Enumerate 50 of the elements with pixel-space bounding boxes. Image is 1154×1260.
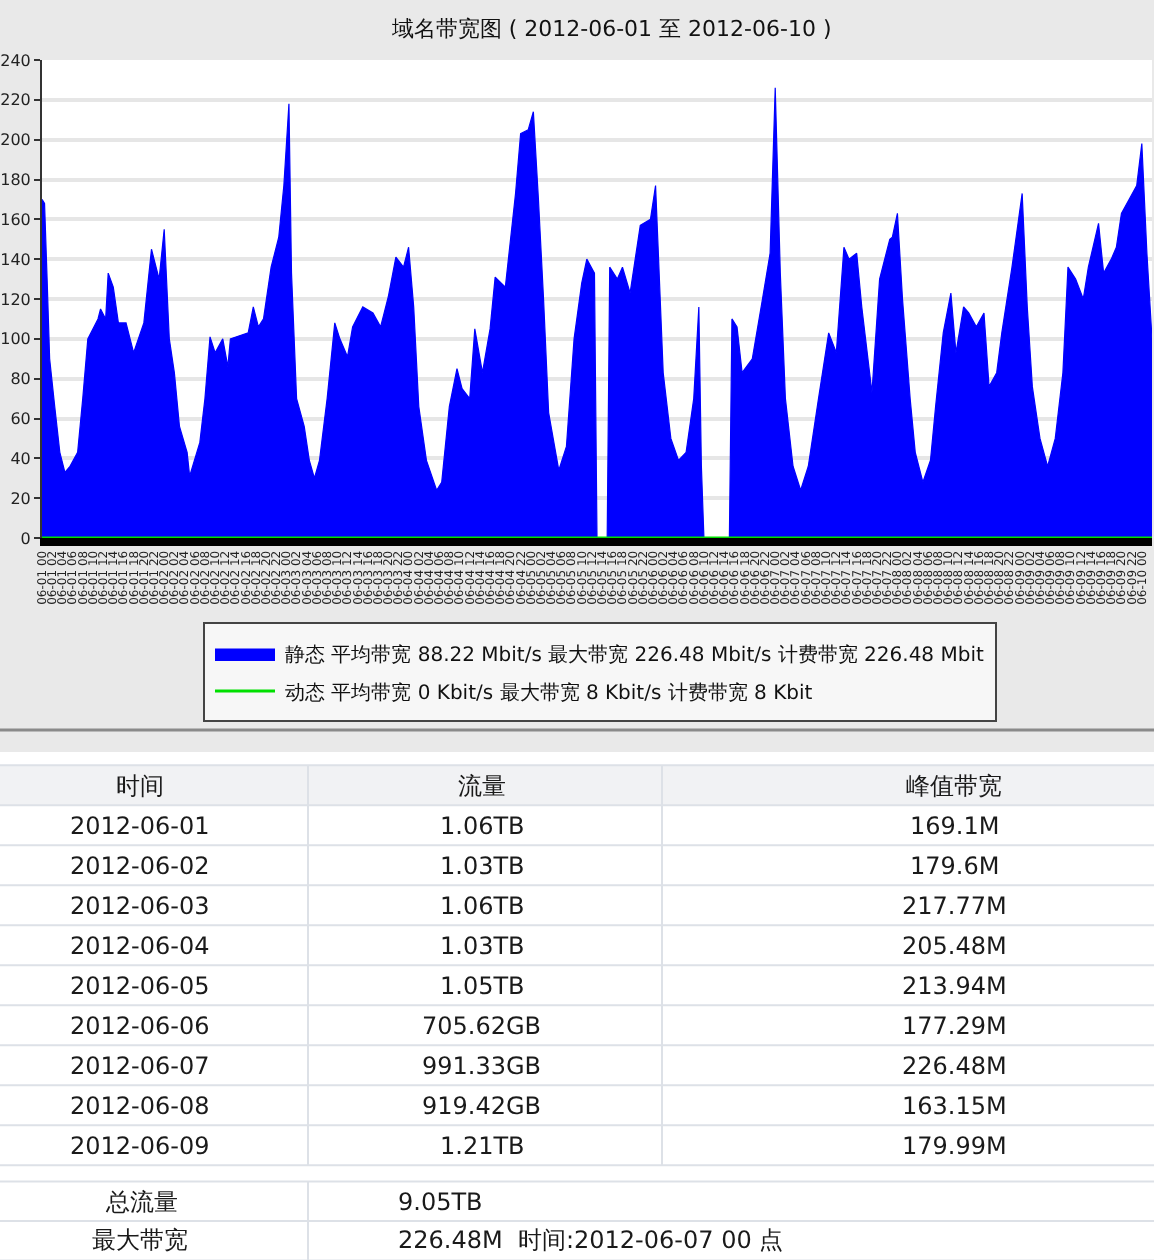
text: 179.99M bbox=[902, 1132, 1007, 1160]
legend-label: 静态 平均带宽 88.22 Mbit/s 最大带宽 226.48 Mbit/s 计费带宽 226.48 Mbit bbox=[285, 642, 984, 667]
text: 最大带宽 bbox=[92, 1226, 188, 1254]
y-tick-label: 140 bbox=[0, 250, 31, 269]
text: 163.15M bbox=[902, 1092, 1007, 1120]
y-tick-label: 40 bbox=[10, 449, 31, 468]
text: 总流量 bbox=[104, 1188, 178, 1216]
y-tick-label: 240 bbox=[0, 51, 31, 70]
text: 919.42GB bbox=[422, 1092, 542, 1120]
text: 流量 bbox=[458, 772, 506, 800]
text: 169.1M bbox=[910, 812, 1000, 840]
text: 2012-06-04 bbox=[70, 932, 210, 960]
text: 205.48M bbox=[902, 932, 1007, 960]
text: 217.77M bbox=[902, 892, 1007, 920]
text: 1.03TB bbox=[440, 932, 525, 960]
legend-label: 动态 平均带宽 0 Kbit/s 最大带宽 8 Kbit/s 计费带宽 8 Kbit bbox=[285, 680, 813, 705]
text: 179.6M bbox=[910, 852, 1000, 880]
text: 2012-06-08 bbox=[70, 1092, 210, 1120]
y-tick-label: 60 bbox=[10, 410, 31, 429]
text: 226.48M 时间:2012-06-07 00 点 bbox=[398, 1226, 784, 1254]
text: 2012-06-06 bbox=[70, 1012, 210, 1040]
text: 177.29M bbox=[902, 1012, 1007, 1040]
y-tick-label: 80 bbox=[10, 370, 31, 389]
text: 1.21TB bbox=[440, 1132, 525, 1160]
y-tick-label: 160 bbox=[0, 210, 31, 229]
text: 2012-06-05 bbox=[70, 972, 210, 1000]
y-tick-label: 220 bbox=[0, 91, 31, 110]
y-tick-label: 180 bbox=[0, 171, 31, 190]
text: 时间 bbox=[116, 772, 164, 800]
text: 峰值带宽 bbox=[906, 772, 1002, 800]
chart-title: 域名带宽图 ( 2012-06-01 至 2012-06-10 ) bbox=[389, 15, 832, 42]
y-tick-label: 0 bbox=[20, 529, 31, 548]
text: 2012-06-02 bbox=[70, 852, 210, 880]
text: 991.33GB bbox=[422, 1052, 542, 1080]
text: 2012-06-07 bbox=[70, 1052, 210, 1080]
y-tick-label: 120 bbox=[0, 290, 31, 309]
text: 2012-06-03 bbox=[70, 892, 210, 920]
text: 1.05TB bbox=[440, 972, 525, 1000]
text: 1.03TB bbox=[440, 852, 525, 880]
text: 1.06TB bbox=[440, 812, 525, 840]
y-tick-label: 100 bbox=[0, 330, 31, 349]
text: 1.06TB bbox=[440, 892, 525, 920]
text: 705.62GB bbox=[422, 1012, 542, 1040]
text: 213.94M bbox=[902, 972, 1007, 1000]
y-tick-label: 20 bbox=[10, 489, 31, 508]
text: 2012-06-01 bbox=[70, 812, 210, 840]
text: 226.48M bbox=[902, 1052, 1007, 1080]
text: 9.05TB bbox=[398, 1188, 483, 1216]
text: 2012-06-09 bbox=[70, 1132, 210, 1160]
y-tick-label: 200 bbox=[0, 131, 31, 150]
